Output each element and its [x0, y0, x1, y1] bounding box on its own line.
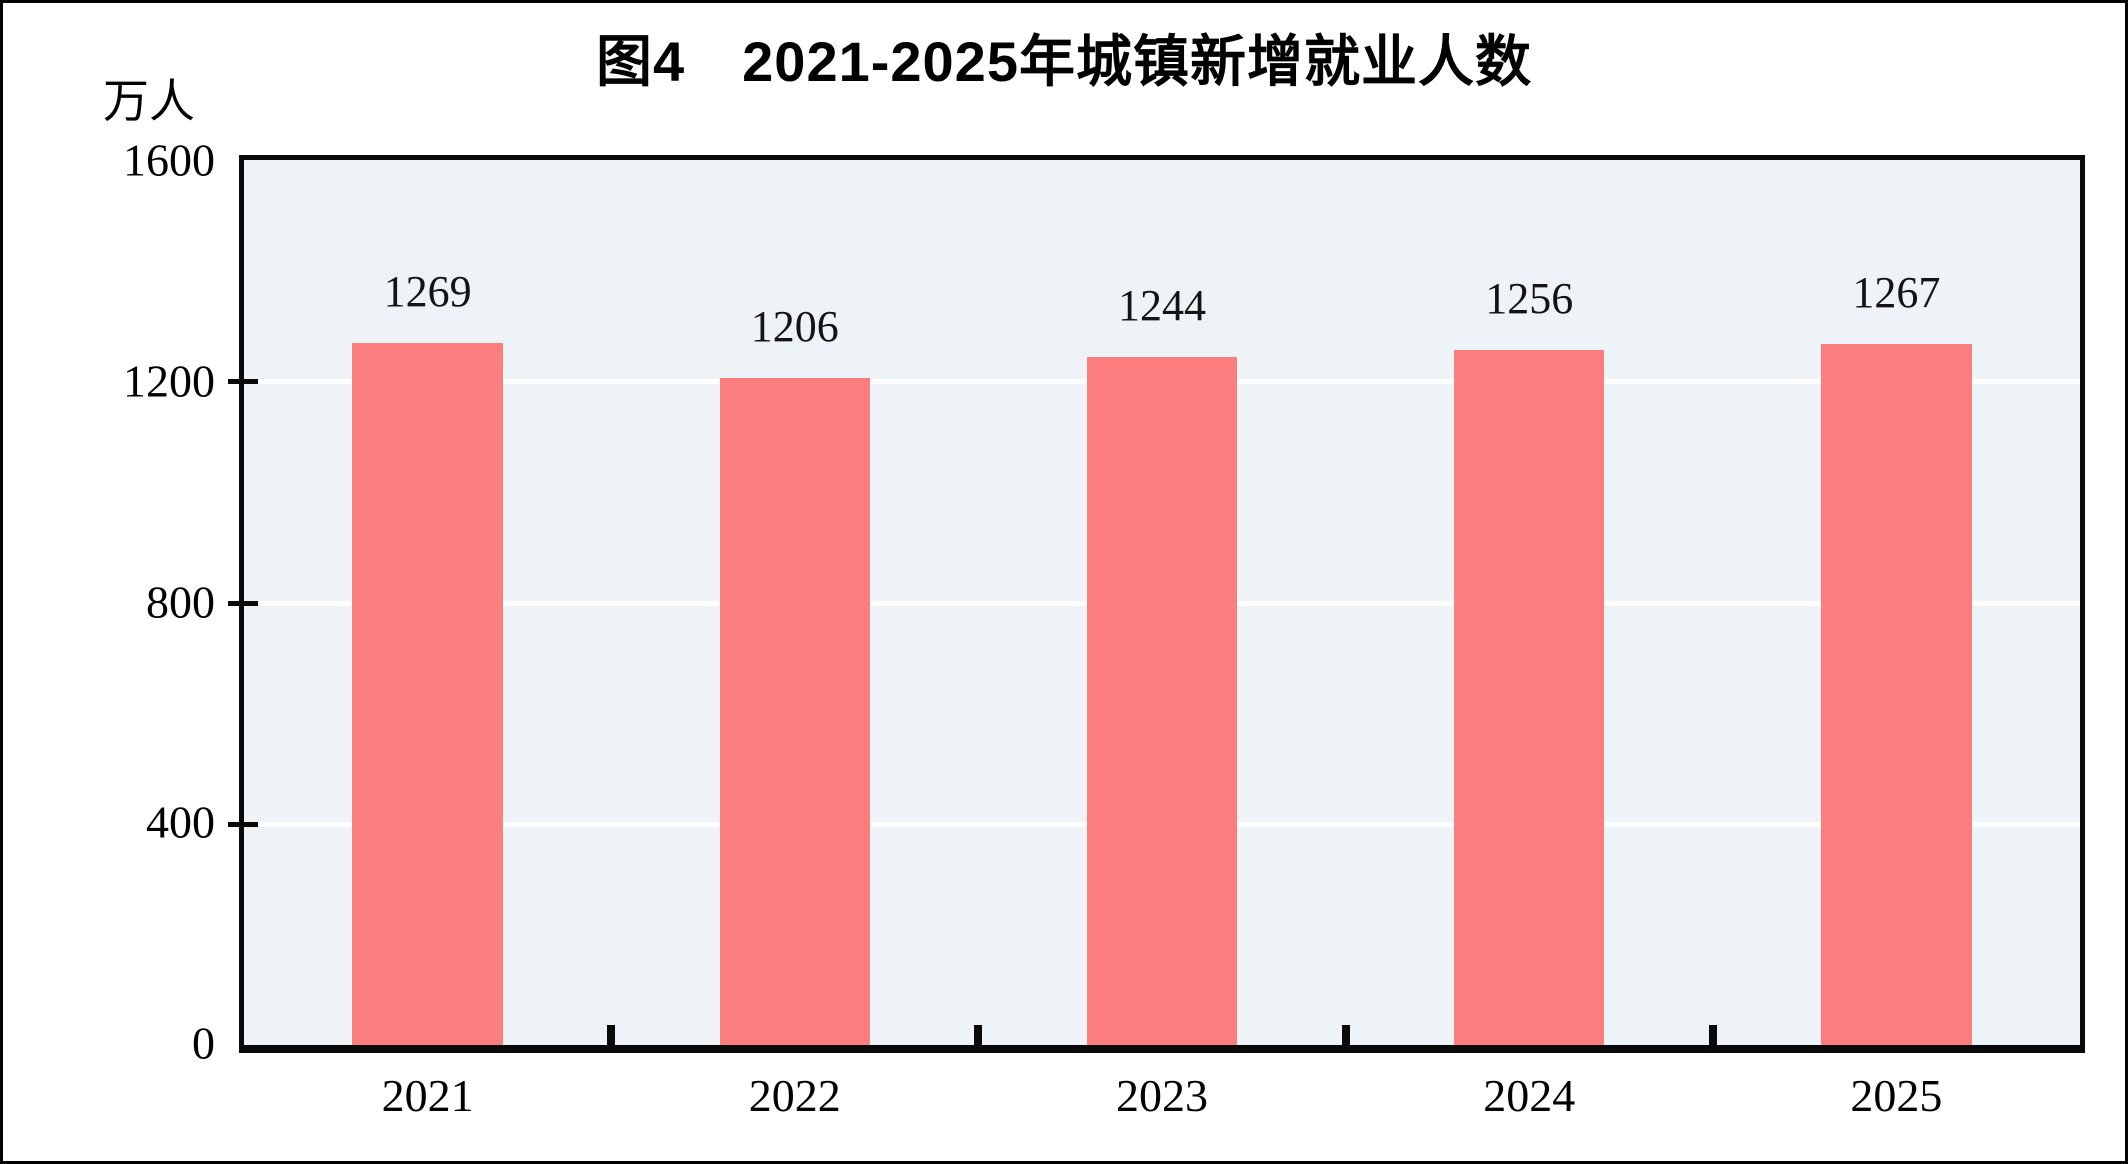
bar-value-label-2022: 1206 — [750, 301, 839, 351]
x-category-label-2025: 2025 — [1850, 1070, 1943, 1121]
bar-2023 — [1086, 356, 1238, 1045]
bar-value-label-2021: 1269 — [383, 267, 472, 317]
x-tick-mark-1 — [607, 1025, 616, 1045]
y-axis-unit-label: 万人 — [103, 76, 195, 127]
x-category-label-2021: 2021 — [381, 1070, 474, 1121]
y-tick-mark-1200 — [228, 379, 258, 385]
x-tick-mark-3 — [1341, 1025, 1350, 1045]
x-tick-mark-2 — [974, 1025, 983, 1045]
y-tick-label-1200: 1200 — [123, 355, 215, 407]
y-tick-mark-800 — [228, 600, 258, 606]
bar-2021 — [352, 343, 503, 1045]
y-tick-label-0: 0 — [192, 1017, 215, 1069]
y-tick-label-800: 800 — [146, 576, 215, 627]
bar-value-label-2023: 1244 — [1118, 280, 1206, 330]
chart-title: 图4 2021-2025年城镇新增就业人数 — [596, 30, 1532, 93]
x-category-label-2022: 2022 — [748, 1070, 841, 1121]
y-tick-label-1600: 1600 — [123, 134, 215, 186]
bar-value-label-2025: 1267 — [1852, 268, 1941, 318]
y-tick-mark-400 — [228, 821, 258, 827]
y-tick-label-400: 400 — [146, 796, 215, 848]
bar-2025 — [1821, 344, 1972, 1045]
x-category-label-2024: 2024 — [1483, 1070, 1576, 1121]
bar-2024 — [1453, 350, 1605, 1045]
bar-2022 — [719, 377, 871, 1045]
y-axis-tick-labels: 0 400 800 1200 1600 — [3, 135, 215, 1069]
bar-value-label-2024: 1256 — [1485, 274, 1574, 324]
x-tick-mark-4 — [1708, 1025, 1717, 1045]
x-axis-category-labels: 2021 2022 2023 2024 2025 — [244, 1069, 2080, 1129]
x-category-label-2023: 2023 — [1116, 1070, 1208, 1121]
plot-area: 1269 1206 1244 1256 1267 — [228, 155, 2085, 1053]
